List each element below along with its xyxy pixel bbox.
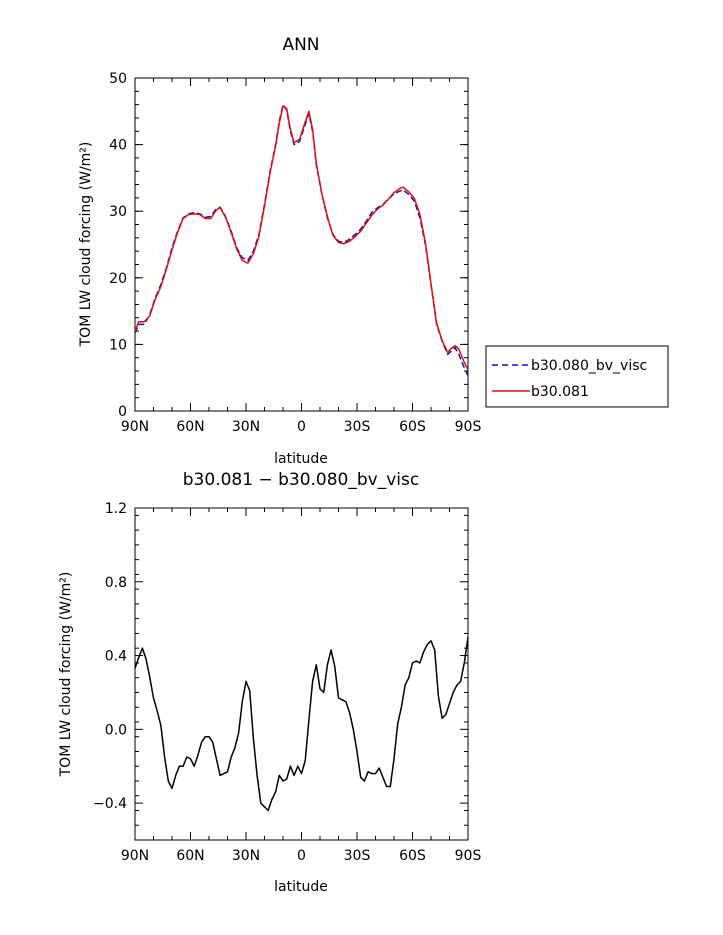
top-x-tick-label: 30S — [344, 419, 371, 435]
bottom-x-tick-label: 90S — [455, 848, 482, 864]
bottom-plot-frame — [134, 507, 469, 841]
bottom-series-group — [134, 636, 469, 812]
top-x-tick-label: 90S — [455, 419, 482, 435]
top-panel: ANN TOM LW cloud forcing (W/m²) latitude… — [78, 35, 481, 467]
top-chart-title: ANN — [282, 35, 319, 55]
top-x-tick-label: 60S — [399, 419, 426, 435]
bottom-y-tick-label: 1.2 — [105, 501, 127, 517]
bottom-series-line-0 — [134, 636, 469, 812]
top-x-tick-label: 0 — [297, 419, 306, 435]
bottom-ticks: 90N 60N 30N 0 30S 60S 90S −0.4 0.0 0.4 0.8 1.2 — [93, 501, 481, 864]
top-ticks: 90N 60N 30N 0 30S 60S 90S 0 10 20 30 40 50 — [109, 71, 481, 435]
bottom-y-axis-label: TOM LW cloud forcing (W/m²) — [58, 572, 74, 778]
top-y-tick-label: 30 — [109, 204, 127, 220]
legend: b30.080_bv_visc b30.081 — [485, 345, 669, 408]
top-series-line-1 — [134, 105, 469, 371]
top-plot-frame — [134, 77, 469, 412]
bottom-y-tick-label: −0.4 — [93, 796, 127, 812]
top-y-tick-label: 10 — [109, 337, 127, 353]
bottom-x-tick-label: 90N — [121, 848, 149, 864]
top-y-tick-label: 50 — [109, 71, 127, 87]
top-y-tick-label: 0 — [118, 404, 127, 420]
bottom-x-tick-label: 60S — [399, 848, 426, 864]
top-y-tick-label: 20 — [109, 271, 127, 287]
bottom-panel: b30.081 − b30.080_bv_visc TOM LW cloud f… — [58, 470, 481, 895]
bottom-x-tick-label: 30S — [344, 848, 371, 864]
bottom-x-axis-label: latitude — [274, 879, 328, 895]
legend-label-b30-081: b30.081 — [531, 384, 589, 400]
top-y-axis-label: TOM LW cloud forcing (W/m²) — [78, 142, 94, 348]
bottom-y-tick-label: 0.4 — [105, 649, 127, 665]
top-x-tick-label: 30N — [232, 419, 260, 435]
bottom-chart-title: b30.081 − b30.080_bv_visc — [183, 470, 419, 490]
legend-box — [485, 345, 669, 408]
top-x-axis-label: latitude — [274, 451, 328, 467]
top-y-tick-label: 40 — [109, 138, 127, 154]
top-x-tick-label: 90N — [121, 419, 149, 435]
top-x-tick-label: 60N — [176, 419, 204, 435]
bottom-y-tick-label: 0.8 — [105, 575, 127, 591]
legend-label-b30-080: b30.080_bv_visc — [531, 358, 647, 374]
bottom-y-tick-label: 0.0 — [105, 722, 127, 738]
bottom-x-tick-label: 30N — [232, 848, 260, 864]
top-series-line-0 — [134, 103, 469, 377]
top-series-group — [134, 103, 469, 377]
bottom-x-tick-label: 60N — [176, 848, 204, 864]
bottom-x-tick-label: 0 — [297, 848, 306, 864]
